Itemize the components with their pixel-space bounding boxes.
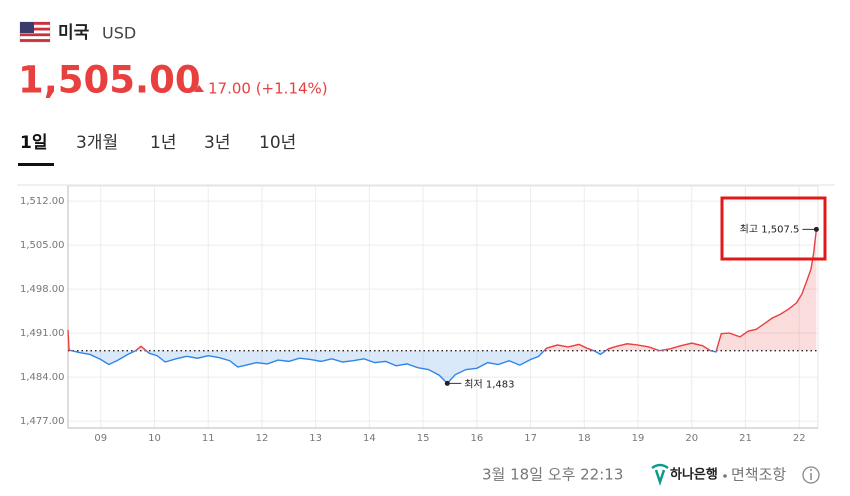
x-tick-label: 14 [363, 433, 376, 444]
tab[interactable]: 3년 [204, 133, 230, 153]
x-tick-label: 13 [309, 433, 322, 444]
y-tick-label: 1,505.00 [20, 240, 65, 251]
x-tick-label: 15 [417, 433, 430, 444]
up-arrow [194, 85, 204, 92]
max-label: 최고 1,507.5 [740, 223, 800, 235]
chart: 1,477.00 1,484.00 1,491.00 1,498.00 1,505.00… [20, 185, 819, 444]
x-tick-label: 12 [256, 433, 269, 444]
max-point [813, 226, 819, 232]
x-tick-label: 22 [793, 433, 806, 444]
x-tick-label: 16 [470, 433, 483, 444]
x-tick-label: 10 [148, 433, 161, 444]
line [67, 229, 818, 385]
min-point [444, 380, 450, 386]
x-tick-label: 20 [685, 433, 698, 444]
tab[interactable]: 10년 [259, 133, 296, 153]
tab-underline [18, 163, 54, 166]
tab[interactable]: 3개월 [76, 133, 118, 153]
bank-logo [651, 463, 669, 486]
bank-name: 하나은행 [670, 467, 718, 483]
y-tick-label: 1,512.00 [20, 196, 65, 207]
dot-separator [723, 474, 727, 478]
change: 17.00 (+1.14%) [208, 80, 328, 98]
y-tick-label: 1,498.00 [20, 284, 65, 295]
y-tick-label: 1,477.00 [20, 416, 65, 427]
area [68, 229, 817, 384]
x-tick-label: 17 [524, 433, 537, 444]
info-icon[interactable] [802, 466, 820, 484]
x-tick-label: 18 [578, 433, 591, 444]
x-tick-label: 21 [739, 433, 752, 444]
currency: USD [102, 24, 136, 43]
x-tick-label: 19 [632, 433, 645, 444]
y-tick-label: 1,491.00 [20, 328, 65, 339]
x-tick-label: 11 [202, 433, 215, 444]
tab[interactable]: 1년 [150, 133, 176, 153]
price: 1,505.00 [18, 59, 201, 102]
plot-frame [67, 185, 819, 429]
x-tick-label: 09 [94, 433, 107, 444]
country: 미국 [58, 23, 90, 43]
flag-icon [19, 21, 51, 43]
tabs: 1일 3개월 1년 3년 10년 [18, 133, 296, 166]
disclaimer[interactable]: 면책조항 [731, 466, 786, 484]
y-tick-label: 1,484.00 [20, 372, 65, 383]
highlight-box [720, 196, 827, 261]
tab[interactable]: 1일 [20, 133, 47, 153]
min-label: 최저 1,483 [464, 378, 514, 390]
footer: 3월 18일 오후 22:13 하나은행 면책조항 [482, 463, 820, 486]
timestamp: 3월 18일 오후 22:13 [482, 466, 623, 484]
